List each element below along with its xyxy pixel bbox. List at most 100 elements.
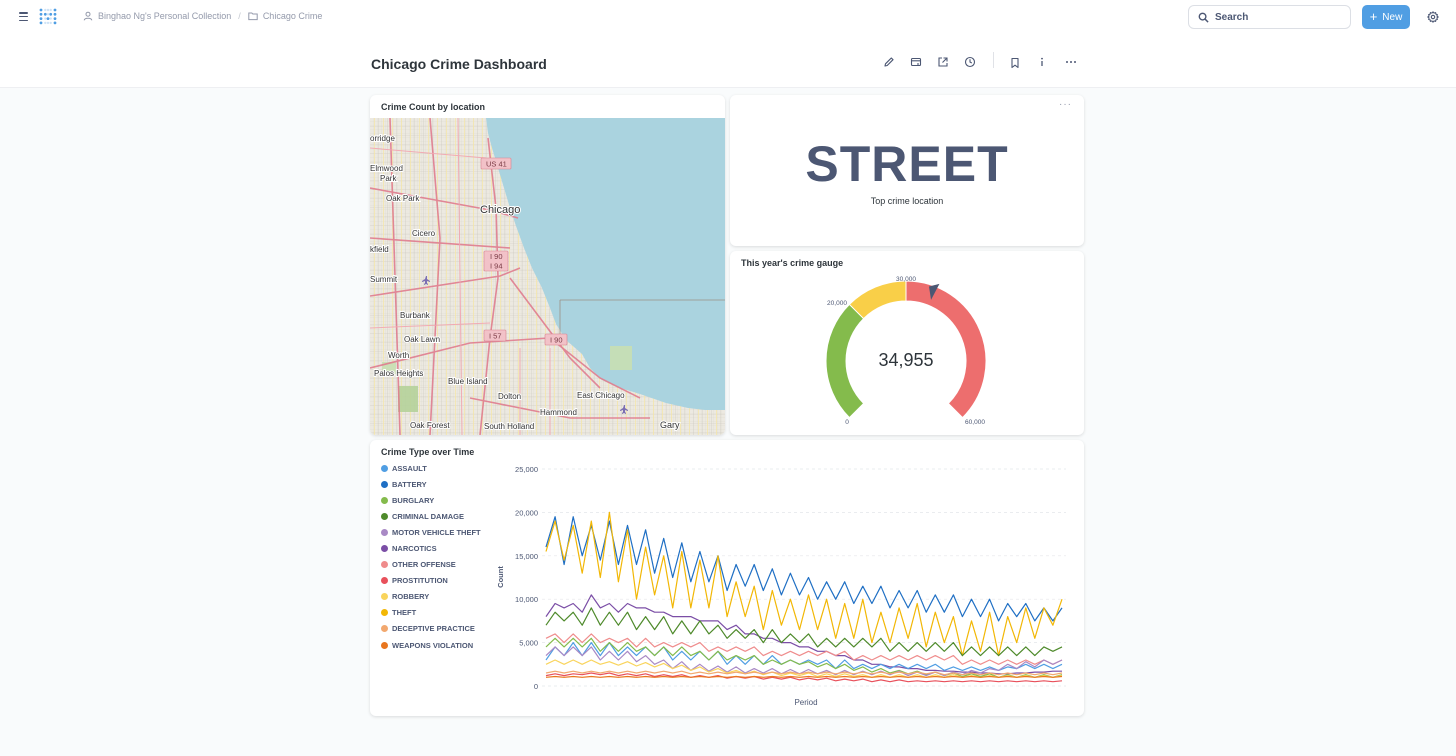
folder-icon: [248, 12, 258, 21]
map-label-oak-park: Oak Park: [386, 194, 420, 203]
new-button-label: New: [1382, 11, 1403, 23]
line-chart: 0 5,000 10,000 15,000 20,000 25,000 Period Co…: [496, 465, 1066, 707]
series-line-assault[interactable]: [545, 642, 1063, 671]
legend-swatch: [381, 609, 388, 617]
legend-item[interactable]: OTHER OFFENSE: [381, 557, 481, 573]
legend-item[interactable]: MOTOR VEHICLE THEFT: [381, 524, 481, 540]
legend-item[interactable]: PROSTITUTION: [381, 573, 481, 589]
plus-icon: +: [1369, 9, 1378, 24]
series-line-motor-vehicle-theft[interactable]: [545, 646, 1063, 677]
legend-swatch: [381, 561, 388, 569]
series-line-narcotics[interactable]: [545, 594, 1062, 675]
more-icon[interactable]: [1065, 55, 1077, 67]
shield-i94: I 94: [490, 262, 503, 271]
person-icon: [83, 11, 93, 21]
series-line-theft[interactable]: [545, 511, 1063, 657]
dashboard-title[interactable]: Chicago Crime Dashboard: [371, 56, 547, 72]
legend-label: WEAPONS VIOLATION: [392, 640, 474, 650]
legend-item[interactable]: ROBBERY: [381, 589, 481, 605]
pencil-icon[interactable]: [883, 55, 895, 67]
gauge-needle: [928, 283, 940, 300]
map-label-hammond: Hammond: [540, 408, 577, 417]
legend-item[interactable]: WEAPONS VIOLATION: [381, 637, 481, 653]
metabase-logo-icon[interactable]: [38, 7, 58, 26]
y-tick-label: 10,000: [515, 595, 538, 604]
menu-icon[interactable]: [19, 12, 28, 21]
gear-icon[interactable]: [1427, 11, 1439, 23]
map-card[interactable]: Crime Count by location: [370, 95, 725, 435]
legend-label: OTHER OFFENSE: [392, 560, 456, 570]
breadcrumb-separator: /: [238, 11, 241, 21]
map-label-east-chicago: East Chicago: [577, 391, 625, 400]
legend-swatch: [381, 528, 388, 536]
lake-michigan: [486, 118, 725, 410]
legend-swatch: [381, 641, 388, 649]
crime-gauge-card[interactable]: This year's crime gauge 34,955 0 20,000 …: [730, 251, 1084, 435]
bookmark-icon[interactable]: [1009, 56, 1021, 69]
map-label-south-holland: South Holland: [484, 422, 534, 431]
legend-label: NARCOTICS: [392, 544, 437, 554]
legend-swatch: [381, 496, 388, 504]
series-line-prostitution[interactable]: [545, 672, 1063, 683]
map-label-park: Park: [380, 174, 397, 183]
legend-label: THEFT: [392, 608, 417, 618]
series-line-battery[interactable]: [545, 516, 1063, 622]
map-card-title: Crime Count by location: [381, 102, 486, 112]
series-line-other-offense[interactable]: [545, 633, 1063, 665]
gauge-value: 34,955: [878, 350, 933, 370]
series-line-weapons-violation[interactable]: [545, 675, 1063, 678]
top-location-card[interactable]: ··· STREET Top crime location: [730, 95, 1084, 246]
legend-label: BURGLARY: [392, 495, 435, 505]
legend-swatch: [381, 625, 388, 633]
breadcrumb-folder[interactable]: Chicago Crime: [262, 11, 323, 21]
map-label-burbank: Burbank: [400, 311, 431, 320]
gauge-segment[interactable]: [848, 280, 907, 320]
y-tick-label: 5,000: [519, 639, 538, 648]
legend-label: ROBBERY: [392, 592, 430, 602]
gauge-segment[interactable]: [825, 303, 865, 419]
legend-swatch: [381, 512, 388, 520]
search-input[interactable]: Search: [1188, 5, 1351, 29]
legend-item[interactable]: CRIMINAL DAMAGE: [381, 508, 481, 524]
legend-item[interactable]: BATTERY: [381, 476, 481, 492]
clock-icon[interactable]: [964, 55, 976, 68]
line-card-title: Crime Type over Time: [381, 447, 475, 457]
export-icon[interactable]: [937, 55, 949, 67]
y-tick-label: 0: [534, 682, 538, 691]
gauge-tick-60000: 60,000: [965, 419, 985, 426]
legend-item[interactable]: DECEPTIVE PRACTICE: [381, 621, 481, 637]
legend-label: DECEPTIVE PRACTICE: [392, 624, 475, 634]
legend-swatch: [381, 545, 388, 553]
legend-swatch: [381, 593, 388, 601]
series-line-burglary[interactable]: [545, 637, 1063, 678]
map-label-oak-forest: Oak Forest: [410, 421, 450, 430]
legend-item[interactable]: NARCOTICS: [381, 540, 481, 556]
shield-us41: US 41: [486, 160, 507, 169]
info-icon[interactable]: [1036, 55, 1048, 67]
map-label-summit: Summit: [370, 275, 398, 284]
breadcrumb-collection[interactable]: Binghao Ng's Personal Collection: [98, 11, 232, 21]
gauge-chart: 34,955 0 20,000 30,000 60,000: [825, 276, 987, 426]
series-line-criminal-damage[interactable]: [545, 607, 1063, 657]
airport-icon: [422, 276, 430, 285]
legend-item[interactable]: BURGLARY: [381, 492, 481, 508]
gauge-segment[interactable]: [905, 280, 987, 419]
legend-label: BATTERY: [392, 479, 427, 489]
legend-item[interactable]: ASSAULT: [381, 460, 481, 476]
dashboard-header: Chicago Crime Dashboard: [0, 34, 1456, 88]
card-menu-icon[interactable]: ···: [1059, 99, 1072, 110]
search-placeholder: Search: [1215, 11, 1249, 23]
series-line-deceptive-practice[interactable]: [545, 670, 1063, 676]
share-icon[interactable]: [910, 55, 922, 67]
crime-map[interactable]: US 41 I 90 I 94 I 57 I 90 orridge Elmwoo…: [370, 118, 725, 435]
legend-label: PROSTITUTION: [392, 576, 448, 586]
legend-swatch: [381, 464, 388, 472]
new-button[interactable]: + New: [1362, 5, 1410, 29]
gauge-card-title: This year's crime gauge: [741, 258, 844, 268]
y-tick-label: 20,000: [515, 508, 538, 517]
crime-type-chart-card[interactable]: 0 5,000 10,000 15,000 20,000 25,000 Period Co…: [370, 440, 1084, 716]
legend-swatch: [381, 480, 388, 488]
airport-icon: [620, 405, 628, 414]
legend-item[interactable]: THEFT: [381, 605, 481, 621]
search-icon: [1198, 12, 1209, 23]
